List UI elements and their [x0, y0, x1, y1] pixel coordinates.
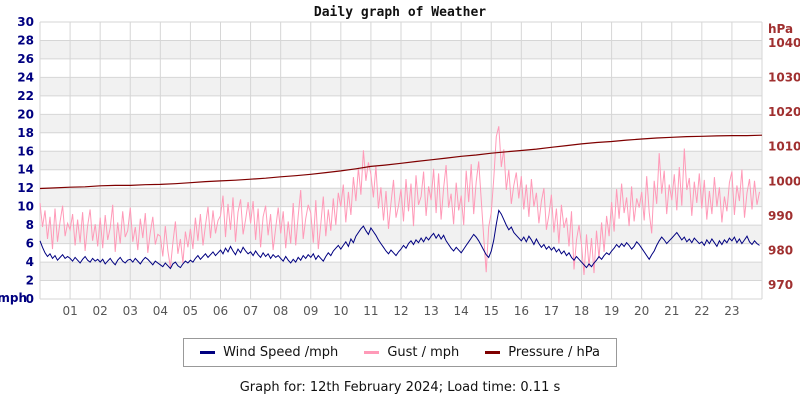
footer-caption: Graph for: 12th February 2024; Load time…	[239, 380, 561, 395]
gust-line	[39, 126, 760, 276]
x-tick-label: 23	[724, 304, 739, 318]
y-right-tick-label: 1020	[768, 105, 800, 119]
weather-chart: 302826242220181614121086420mphhPa1040103…	[0, 15, 800, 318]
x-tick-label: 06	[213, 304, 228, 318]
x-tick-label: 16	[514, 304, 529, 318]
y-left-tick-label: 28	[17, 33, 34, 47]
x-tick-label: 07	[243, 304, 258, 318]
x-tick-label: 14	[454, 304, 469, 318]
x-tick-label: 11	[363, 304, 378, 318]
y-right-tick-label: 1040	[768, 36, 800, 50]
y-left-tick-label: 10	[17, 200, 34, 214]
y-left-tick-label: 22	[17, 89, 34, 103]
y-left-tick-label: 6	[26, 237, 34, 251]
y-right-axis-unit: hPa	[768, 22, 793, 36]
wind-speed-line-swatch	[200, 351, 216, 354]
gust-line-swatch	[364, 351, 380, 354]
x-tick-label: 08	[273, 304, 288, 318]
legend-item-pressure: Pressure / hPa	[485, 345, 600, 360]
legend: Wind Speed /mph Gust / mph Pressure / hP…	[183, 338, 617, 367]
x-tick-label: 01	[62, 304, 77, 318]
y-left-tick-label: 20	[17, 107, 34, 121]
legend-label-pressure: Pressure / hPa	[508, 345, 600, 360]
x-tick-label: 09	[303, 304, 318, 318]
x-tick-label: 13	[423, 304, 438, 318]
x-tick-label: 19	[604, 304, 619, 318]
y-left-tick-label: 16	[17, 144, 34, 158]
x-tick-label: 22	[694, 304, 709, 318]
x-tick-label: 02	[93, 304, 108, 318]
y-left-tick-label: 26	[17, 52, 34, 66]
y-left-tick-label: 14	[17, 163, 34, 177]
y-left-tick-label: 18	[17, 126, 34, 140]
y-right-tick-label: 1030	[768, 70, 800, 84]
x-tick-label: 21	[664, 304, 679, 318]
legend-label-wind-speed: Wind Speed /mph	[223, 345, 339, 360]
y-left-tick-label: 0	[26, 292, 34, 306]
y-right-tick-label: 990	[768, 209, 793, 223]
y-left-tick-label: 30	[17, 15, 34, 29]
y-right-tick-label: 970	[768, 278, 793, 292]
x-tick-label: 17	[544, 304, 559, 318]
y-left-tick-label: 24	[17, 70, 34, 84]
y-right-tick-label: 1010	[768, 140, 800, 154]
y-left-tick-label: 12	[17, 181, 34, 195]
pressure-line-swatch	[485, 351, 501, 354]
y-left-tick-label: 2	[26, 274, 34, 288]
x-tick-label: 10	[333, 304, 348, 318]
y-left-axis-unit: mph	[0, 291, 27, 305]
y-right-tick-label: 1000	[768, 174, 800, 188]
pressure-line	[39, 134, 763, 190]
y-left-tick-label: 8	[26, 218, 34, 232]
legend-item-gust: Gust / mph	[364, 345, 459, 360]
x-tick-label: 12	[393, 304, 408, 318]
x-tick-label: 03	[123, 304, 138, 318]
y-right-tick-label: 980	[768, 244, 793, 258]
x-tick-label: 15	[484, 304, 499, 318]
legend-wrap: Wind Speed /mph Gust / mph Pressure / hP…	[0, 338, 800, 367]
x-tick-label: 05	[183, 304, 198, 318]
y-left-tick-label: 4	[26, 255, 34, 269]
chart-title: Daily graph of Weather	[313, 5, 487, 20]
x-tick-label: 18	[574, 304, 589, 318]
wind-speed-line	[39, 209, 760, 270]
legend-label-gust: Gust / mph	[387, 345, 460, 360]
x-tick-label: 04	[153, 304, 168, 318]
legend-item-wind-speed: Wind Speed /mph	[200, 345, 338, 360]
x-tick-label: 20	[634, 304, 649, 318]
